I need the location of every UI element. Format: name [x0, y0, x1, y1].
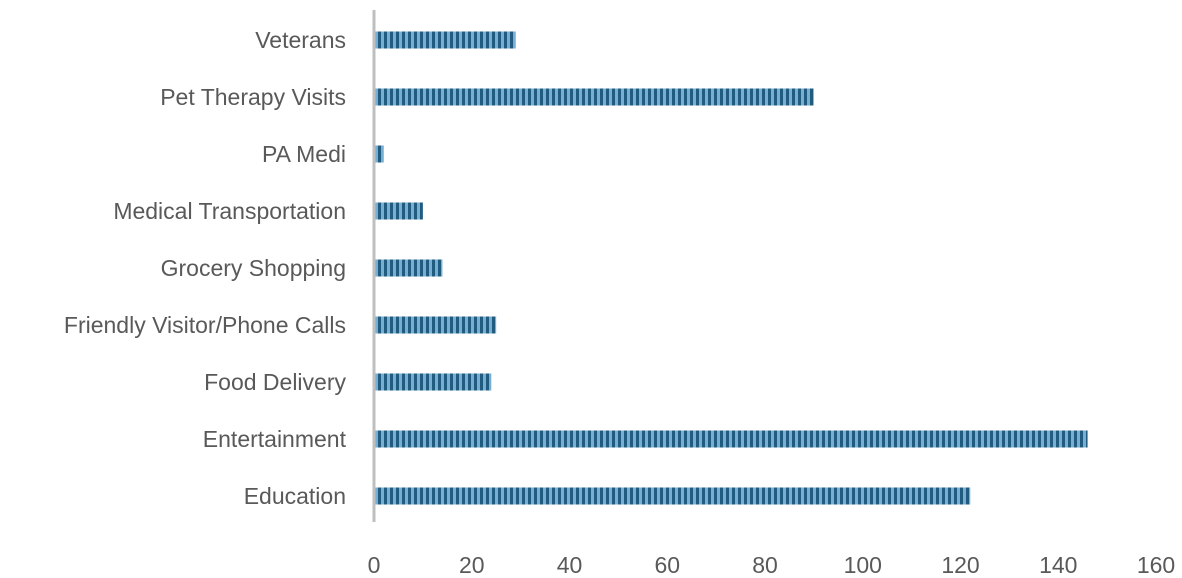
- bar-medical-transportation: [375, 202, 423, 220]
- category-labels: Education Entertainment Food Delivery Frien…: [64, 27, 347, 509]
- category-label-pa-medi: PA Medi: [262, 141, 346, 167]
- x-tick-label-20: 20: [459, 552, 485, 578]
- x-tick-label-140: 140: [1039, 552, 1077, 578]
- x-axis-ticks: 0 20 40 60 80 100 120 140 160: [368, 552, 1176, 578]
- x-tick-label-40: 40: [557, 552, 583, 578]
- x-tick-label-100: 100: [844, 552, 882, 578]
- category-label-grocery-shopping: Grocery Shopping: [161, 255, 346, 281]
- bar-food-delivery: [375, 373, 492, 391]
- category-label-education: Education: [244, 483, 346, 509]
- category-label-friendly-visitor-phone-calls: Friendly Visitor/Phone Calls: [64, 312, 346, 338]
- bars-layer: [375, 31, 1088, 505]
- category-label-food-delivery: Food Delivery: [204, 369, 346, 395]
- bar-veterans: [375, 31, 516, 49]
- x-tick-label-80: 80: [752, 552, 778, 578]
- x-tick-label-60: 60: [654, 552, 680, 578]
- bar-pa-medi: [375, 145, 384, 163]
- category-label-pet-therapy-visits: Pet Therapy Visits: [160, 84, 346, 110]
- bar-education: [375, 487, 971, 505]
- x-tick-label-0: 0: [368, 552, 381, 578]
- x-tick-label-160: 160: [1137, 552, 1175, 578]
- bar-friendly-visitor-phone-calls: [375, 316, 497, 334]
- bar-pet-therapy-visits: [375, 88, 814, 106]
- category-label-veterans: Veterans: [255, 27, 346, 53]
- bar-grocery-shopping: [375, 259, 443, 277]
- category-label-medical-transportation: Medical Transportation: [113, 198, 346, 224]
- bar-entertainment: [375, 430, 1088, 448]
- x-tick-label-120: 120: [941, 552, 979, 578]
- category-label-entertainment: Entertainment: [203, 426, 347, 452]
